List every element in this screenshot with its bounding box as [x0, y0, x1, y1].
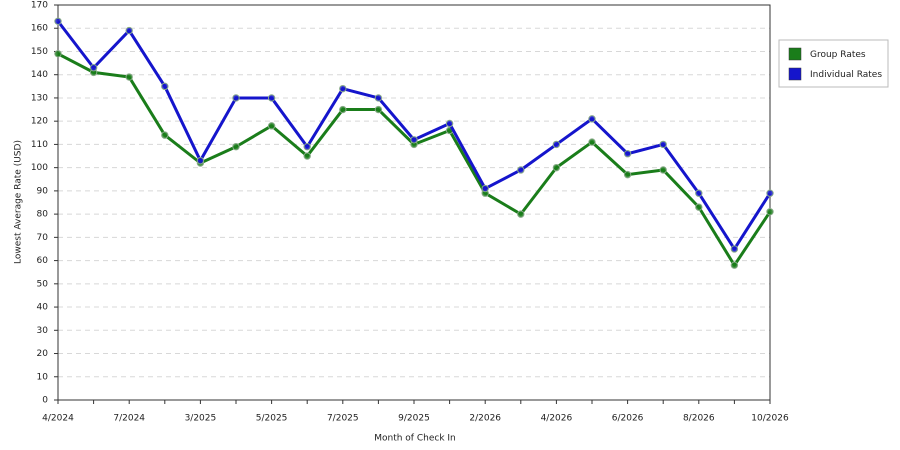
x-tick-label: 4/2024 [42, 414, 74, 424]
x-tick-label: 2/2026 [469, 414, 501, 424]
data-point [232, 94, 240, 102]
y-tick-label: 100 [31, 163, 48, 173]
data-point [125, 73, 133, 81]
legend-label: Group Rates [810, 50, 866, 60]
y-tick-label: 30 [37, 326, 49, 336]
data-point [623, 150, 632, 158]
data-point [623, 170, 632, 179]
data-point [125, 26, 133, 35]
data-point [410, 136, 418, 144]
data-point [339, 105, 347, 114]
data-point [374, 105, 383, 114]
data-point [695, 203, 703, 211]
y-tick-label: 110 [31, 140, 48, 150]
y-tick-label: 150 [31, 47, 48, 57]
y-tick-label: 20 [37, 349, 49, 359]
data-point [588, 115, 596, 123]
data-point [161, 131, 169, 139]
x-tick-label: 7/2024 [113, 414, 145, 424]
y-tick-label: 60 [37, 256, 49, 266]
y-tick-label: 40 [37, 303, 49, 313]
data-point [588, 138, 596, 146]
data-point [517, 210, 525, 218]
data-point [339, 84, 347, 93]
x-tick-label: 8/2026 [683, 414, 715, 424]
data-point [54, 17, 62, 25]
x-tick-label: 10/2026 [751, 414, 789, 424]
data-point [374, 94, 383, 102]
x-tick-label: 6/2026 [612, 414, 644, 424]
y-tick-label: 170 [31, 1, 48, 11]
y-tick-label: 10 [37, 372, 49, 382]
y-tick-label: 70 [37, 233, 49, 243]
data-point [54, 50, 62, 58]
data-point [267, 122, 276, 130]
data-point [766, 208, 774, 216]
data-point [303, 152, 311, 160]
x-tick-label: 4/2026 [541, 414, 573, 424]
data-point [196, 156, 205, 165]
y-tick-label: 120 [31, 117, 48, 127]
data-point [730, 245, 739, 253]
data-point [161, 82, 169, 91]
data-point [445, 119, 454, 128]
y-tick-label: 0 [42, 396, 48, 406]
data-point [552, 140, 561, 149]
data-point [659, 166, 667, 174]
data-point [267, 94, 276, 102]
x-tick-label: 5/2025 [256, 414, 288, 424]
plot-frame [57, 4, 771, 401]
y-tick-label: 80 [37, 210, 49, 220]
y-tick-label: 90 [37, 186, 49, 196]
data-point [232, 143, 240, 151]
y-tick-label: 140 [31, 70, 48, 80]
data-point [659, 140, 667, 149]
legend-label: Individual Rates [810, 70, 882, 80]
x-tick-label: 9/2025 [398, 414, 430, 424]
data-point [303, 143, 311, 151]
data-point [481, 184, 489, 193]
x-tick-label: 3/2025 [185, 414, 217, 424]
data-point [552, 163, 561, 172]
legend-swatch [788, 47, 802, 61]
y-tick-label: 160 [31, 24, 48, 34]
data-point [766, 189, 774, 197]
data-point [730, 261, 739, 269]
y-tick-label: 50 [37, 279, 49, 289]
x-tick-label: 7/2025 [327, 414, 359, 424]
y-axis-label: Lowest Average Rate (USD) [14, 140, 24, 264]
x-axis-label: Month of Check In [374, 434, 456, 444]
data-point [89, 64, 98, 72]
y-tick-label: 130 [31, 93, 48, 103]
legend-swatch [788, 67, 802, 81]
data-point [517, 166, 525, 174]
data-point [695, 189, 703, 197]
